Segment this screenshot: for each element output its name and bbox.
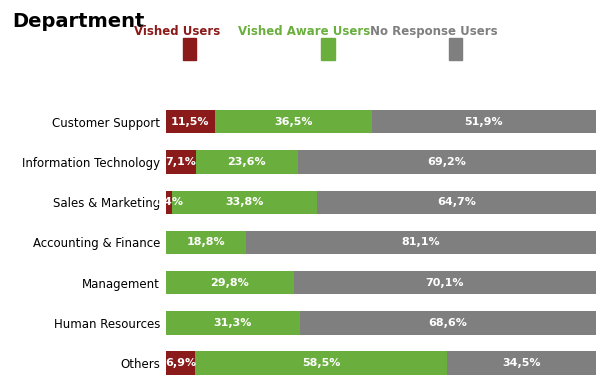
Text: 11,5%: 11,5% bbox=[171, 117, 209, 127]
Text: 34,5%: 34,5% bbox=[502, 358, 541, 368]
Bar bbox=[166, 110, 215, 133]
Bar bbox=[166, 231, 246, 254]
Text: 6,9%: 6,9% bbox=[165, 358, 196, 368]
Bar bbox=[294, 271, 595, 294]
Bar bbox=[166, 150, 196, 174]
Text: 7,1%: 7,1% bbox=[166, 157, 196, 167]
Text: 31,3%: 31,3% bbox=[214, 318, 252, 328]
Bar bbox=[166, 311, 300, 335]
Bar bbox=[298, 150, 595, 174]
Text: 33,8%: 33,8% bbox=[225, 197, 264, 207]
Text: 29,8%: 29,8% bbox=[210, 278, 249, 288]
Bar bbox=[246, 231, 595, 254]
Text: No Response Users: No Response Users bbox=[370, 25, 497, 38]
Bar bbox=[172, 190, 317, 214]
Bar bbox=[166, 352, 195, 375]
Bar bbox=[196, 150, 298, 174]
Text: Vished Aware Users: Vished Aware Users bbox=[238, 25, 370, 38]
Text: 64,7%: 64,7% bbox=[437, 197, 476, 207]
Bar bbox=[372, 110, 595, 133]
Text: 81,1%: 81,1% bbox=[402, 237, 440, 248]
Text: 36,5%: 36,5% bbox=[275, 117, 313, 127]
Text: 68,6%: 68,6% bbox=[429, 318, 467, 328]
Bar bbox=[195, 352, 447, 375]
Text: 58,5%: 58,5% bbox=[302, 358, 340, 368]
Bar bbox=[300, 311, 595, 335]
Bar bbox=[447, 352, 595, 375]
Text: 18,8%: 18,8% bbox=[187, 237, 225, 248]
Bar bbox=[166, 190, 172, 214]
Bar bbox=[215, 110, 372, 133]
Text: 1,4%: 1,4% bbox=[153, 197, 184, 207]
Text: Vished Users: Vished Users bbox=[134, 25, 221, 38]
Text: 69,2%: 69,2% bbox=[427, 157, 466, 167]
Bar bbox=[317, 190, 595, 214]
Bar bbox=[166, 271, 294, 294]
Text: 51,9%: 51,9% bbox=[465, 117, 503, 127]
Text: 70,1%: 70,1% bbox=[426, 278, 464, 288]
Text: 23,6%: 23,6% bbox=[228, 157, 266, 167]
Text: Department: Department bbox=[12, 12, 144, 31]
